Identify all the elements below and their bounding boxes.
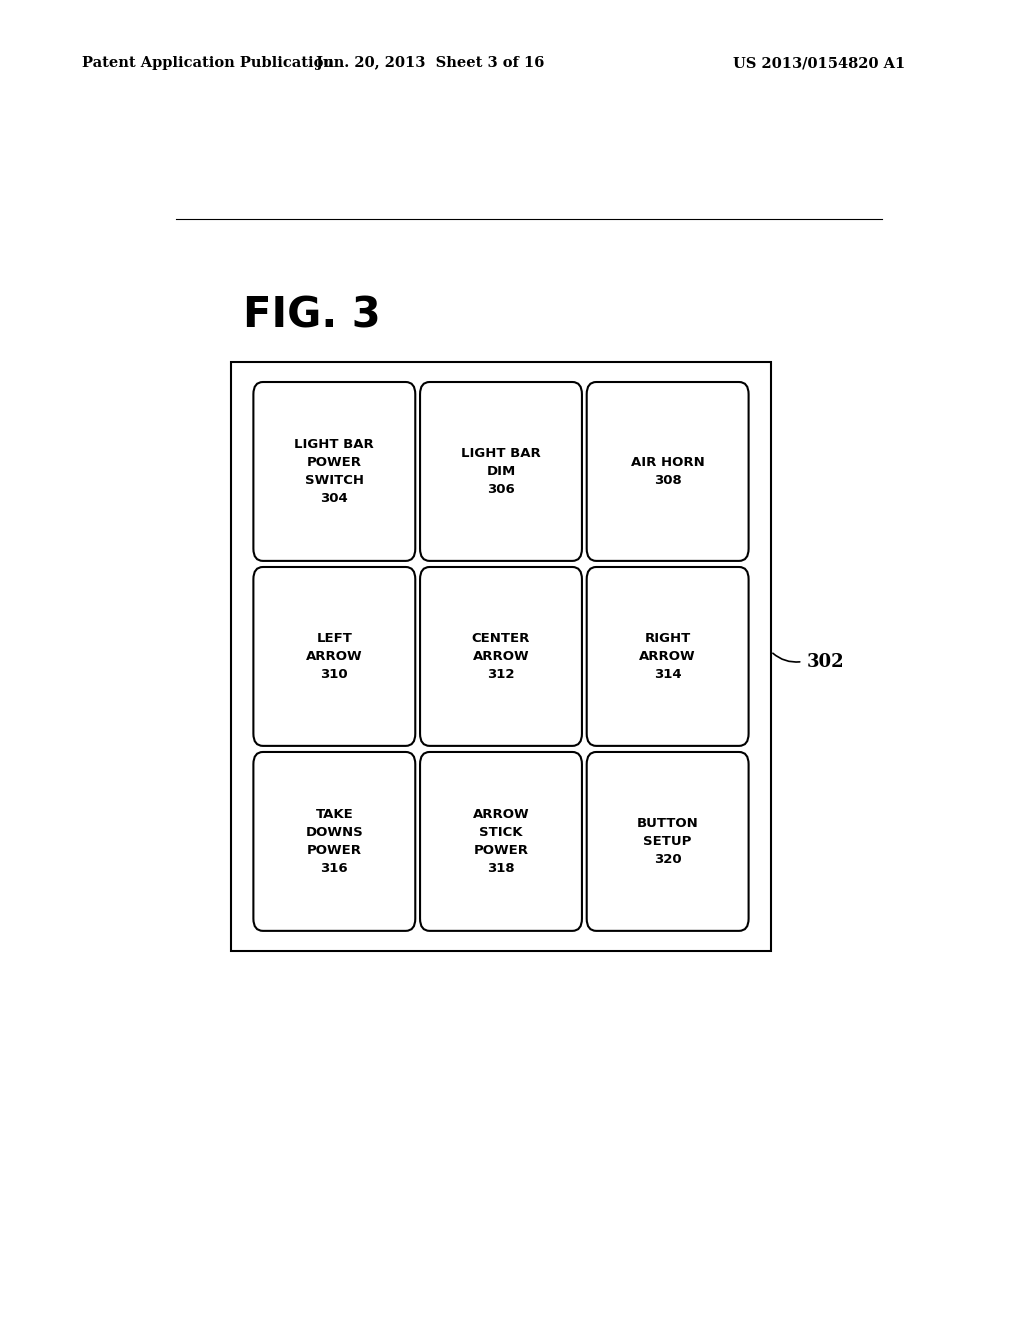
Text: FIG. 3: FIG. 3 bbox=[243, 294, 381, 337]
Text: BUTTON
SETUP
320: BUTTON SETUP 320 bbox=[637, 817, 698, 866]
FancyBboxPatch shape bbox=[587, 752, 749, 931]
Text: TAKE
DOWNS
POWER
316: TAKE DOWNS POWER 316 bbox=[305, 808, 364, 875]
FancyBboxPatch shape bbox=[587, 568, 749, 746]
FancyBboxPatch shape bbox=[253, 381, 416, 561]
FancyBboxPatch shape bbox=[253, 752, 416, 931]
Text: LIGHT BAR
DIM
306: LIGHT BAR DIM 306 bbox=[461, 447, 541, 496]
FancyBboxPatch shape bbox=[420, 568, 582, 746]
FancyArrowPatch shape bbox=[773, 653, 800, 663]
FancyBboxPatch shape bbox=[587, 381, 749, 561]
Text: LIGHT BAR
POWER
SWITCH
304: LIGHT BAR POWER SWITCH 304 bbox=[295, 438, 374, 506]
Text: RIGHT
ARROW
314: RIGHT ARROW 314 bbox=[639, 632, 696, 681]
Text: AIR HORN
308: AIR HORN 308 bbox=[631, 455, 705, 487]
Text: Jun. 20, 2013  Sheet 3 of 16: Jun. 20, 2013 Sheet 3 of 16 bbox=[315, 57, 545, 70]
Text: 302: 302 bbox=[807, 652, 844, 671]
Text: CENTER
ARROW
312: CENTER ARROW 312 bbox=[472, 632, 530, 681]
Text: US 2013/0154820 A1: US 2013/0154820 A1 bbox=[733, 57, 905, 70]
Text: Patent Application Publication: Patent Application Publication bbox=[82, 57, 334, 70]
FancyBboxPatch shape bbox=[420, 381, 582, 561]
FancyBboxPatch shape bbox=[253, 568, 416, 746]
FancyBboxPatch shape bbox=[231, 362, 771, 952]
Text: ARROW
STICK
POWER
318: ARROW STICK POWER 318 bbox=[473, 808, 529, 875]
FancyBboxPatch shape bbox=[420, 752, 582, 931]
Text: LEFT
ARROW
310: LEFT ARROW 310 bbox=[306, 632, 362, 681]
